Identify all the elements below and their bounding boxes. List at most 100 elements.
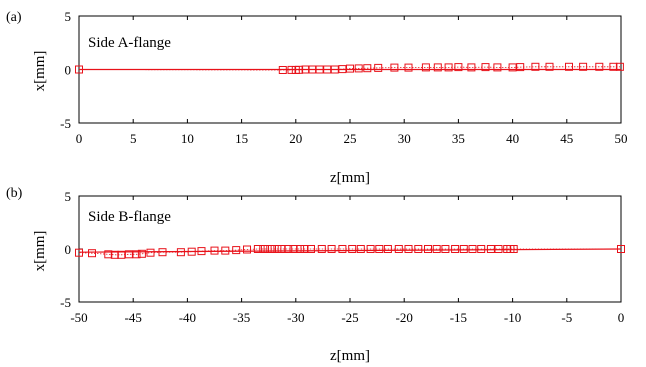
panel-a-data-point: [595, 62, 604, 71]
panel-a-data-point: [615, 62, 624, 71]
panel-b-ytick-label: 5: [65, 189, 72, 204]
panel-b-data-point: [210, 246, 219, 255]
panel-b-data-point: [432, 245, 441, 253]
panel-b-data-point: [232, 246, 241, 255]
panel-b-data-point: [375, 245, 384, 253]
panel-b-data-point: [273, 245, 282, 253]
panel-a-xtick-label: 30: [398, 131, 411, 146]
panel-b-plot-area: -50 -45 -40 -35 -30 -25 -20 -15 -10 -5 050-5: [60, 189, 625, 325]
panel-a-title: Side A-flange: [88, 35, 171, 51]
panel-a-data-point: [338, 65, 347, 74]
panel-a-data-point: [433, 63, 442, 72]
panel-b-fit-line: [78, 248, 622, 253]
panel-a-data-point: [346, 64, 354, 73]
panel-a-data-point: [493, 63, 502, 72]
panel-b-title: Side B-flange: [88, 209, 171, 225]
panel-a-xtick-label: 0: [76, 131, 83, 146]
panel-b-xtick-label: -10: [504, 310, 521, 325]
panel-b-data-point: [327, 245, 336, 253]
panel-a-data-point: [315, 65, 324, 74]
panel-b-data-point: [451, 245, 460, 253]
panel-b-data-point: [356, 245, 365, 253]
panel-a-data-point: [467, 63, 476, 72]
panel-a-ylabel: x[mm]: [32, 51, 48, 92]
panel-b-xtick-label: -5: [561, 310, 572, 325]
panel-b-xlabel: z[mm]: [330, 348, 370, 364]
panel-b-data-point: [296, 245, 305, 253]
panel-a-ytick-label: -5: [60, 116, 71, 131]
panel-b-data-point: [284, 245, 293, 253]
panel-a-label: (a): [6, 10, 22, 25]
panel-b-data-point: [243, 245, 251, 254]
panel-a-data-point: [508, 63, 517, 72]
panel-a: (a) Side A-flange x[mm] z[mm] 0 5 10 15 20 25…: [6, 9, 628, 186]
panel-b-xtick-label: -30: [287, 310, 304, 325]
panel-a-series-line: [78, 66, 620, 71]
panel-b-data-point: [477, 245, 486, 253]
panel-b-data-point: [509, 245, 518, 253]
panel-b-data-point: [338, 245, 347, 253]
panel-a-data-point: [330, 65, 339, 74]
panel-a-data-point: [454, 63, 463, 72]
panel-b-data-point: [414, 245, 423, 253]
panel-b-data-point: [263, 245, 272, 253]
panel-b-ylabel: x[mm]: [32, 231, 48, 272]
panel-a-ytick-label: 0: [65, 63, 72, 78]
panel-b-data-point: [132, 250, 141, 259]
panel-a-data-point: [363, 64, 372, 73]
panel-b-xtick-label: -50: [70, 310, 87, 325]
panel-a-data-point: [545, 62, 554, 71]
panel-b-data-point: [268, 245, 276, 253]
panel-b-data-point: [494, 245, 503, 253]
panel-b-data-point: [187, 247, 196, 256]
panel-a-xtick-label: 20: [289, 131, 302, 146]
panel-a-ytick-label: 5: [65, 9, 72, 24]
panel-b-data-point: [176, 248, 185, 257]
panel-a-data-point: [421, 63, 430, 72]
panel-b-data-point: [75, 248, 83, 257]
panel-a-data-point: [287, 65, 296, 74]
panel-a-xtick-label: 25: [344, 131, 357, 146]
panel-b-data-point: [221, 246, 230, 255]
panel-b-data-point: [404, 245, 413, 253]
panel-a-data-point: [390, 63, 399, 72]
panel-a-xtick-label: 10: [181, 131, 194, 146]
panel-a-data-point: [516, 63, 525, 72]
panel-b-data-point: [441, 245, 450, 253]
panel-b-data-point: [348, 245, 357, 253]
panel-a-xtick-label: 40: [506, 131, 519, 146]
panel-b-xtick-label: -40: [179, 310, 196, 325]
panel-b-data-point: [424, 245, 432, 253]
panel-b-data-point: [394, 245, 403, 253]
panel-a-xtick-label: 50: [615, 131, 628, 146]
panel-b-data-point: [468, 245, 477, 253]
panel-a-data-point: [531, 62, 540, 71]
panel-a-data-point: [404, 63, 413, 72]
panel-a-xtick-label: 45: [560, 131, 573, 146]
panel-b-xtick-label: -35: [233, 310, 250, 325]
panel-b-data-point: [158, 248, 167, 257]
panel-b-data-point: [366, 245, 375, 253]
panel-a-xtick-label: 5: [130, 131, 137, 146]
panel-a-xlabel: z[mm]: [330, 170, 370, 186]
panel-a-data-point: [323, 65, 332, 74]
panel-b-data-point: [259, 245, 268, 253]
panel-a-data-point: [374, 63, 383, 72]
panel-b-data-point: [88, 249, 96, 258]
panel-b-xtick-label: -20: [396, 310, 413, 325]
panel-a-xtick-label: 15: [235, 131, 248, 146]
panel-a-data-point: [481, 63, 490, 72]
panel-b-label: (b): [6, 186, 23, 201]
panel-b-xtick-label: -45: [125, 310, 142, 325]
panel-a-data-point: [75, 65, 83, 74]
panel-b-xtick-label: 0: [618, 310, 625, 325]
panel-b-data-point: [137, 249, 146, 258]
panel-b-data-point: [307, 245, 315, 253]
panel-b: (b) Side B-flange x[mm] z[mm] -50 -45 -40-…: [6, 186, 625, 364]
panel-a-xtick-label: 35: [452, 131, 465, 146]
panel-b-data-point: [459, 245, 468, 253]
panel-b-ytick-label: 0: [65, 242, 72, 257]
panel-b-xtick-label: -25: [341, 310, 358, 325]
